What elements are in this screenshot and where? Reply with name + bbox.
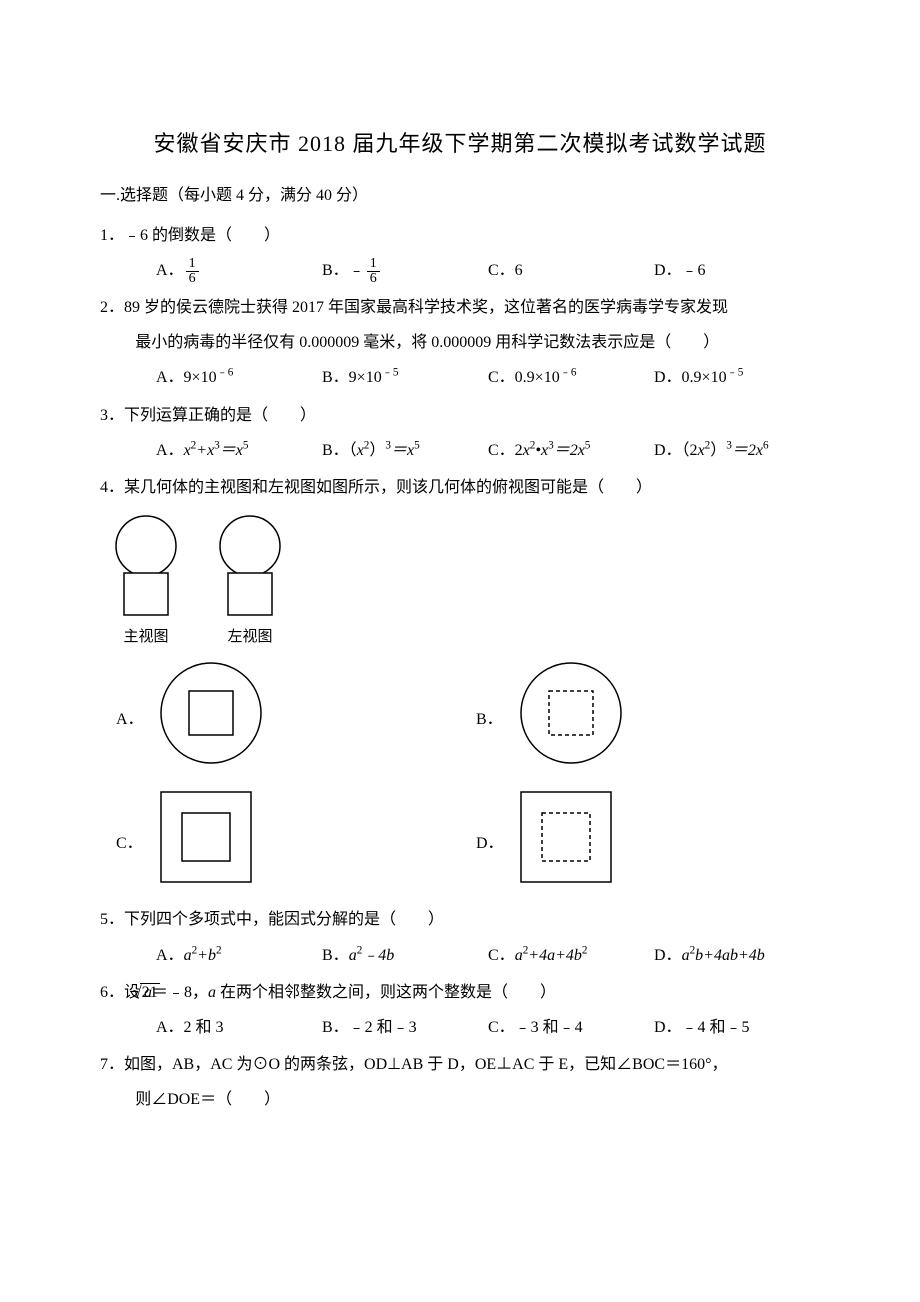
q4-opt-a-figure (156, 658, 316, 781)
q2-opt-c: C．0.9×10﹣6 (488, 360, 654, 395)
question-1: 1．﹣6 的倒数是（ ） A．16 B．﹣16 C．6 D．﹣6 (100, 218, 820, 288)
q5-opt-a: A．a2+b2 (156, 938, 322, 973)
q5-opt-c: C．a2+4a+4b2 (488, 938, 654, 973)
q4-given-views: 主视图 左视图 (106, 511, 820, 654)
q3-stem: 3．下列运算正确的是（ ） (100, 398, 820, 433)
q5-options: A．a2+b2 B．a2﹣4b C．a2+4a+4b2 D．a2b+4ab+4b (100, 938, 820, 973)
question-3: 3．下列运算正确的是（ ） A．x2+x3＝x5 B．（x2）3＝x5 C．2x… (100, 398, 820, 468)
q7-line2: 则∠DOE＝（ ） (100, 1082, 820, 1117)
section-1-heading: 一.选择题（每小题 4 分，满分 40 分） (100, 178, 820, 213)
circle-solid-square-icon (156, 658, 266, 768)
q5-opt-d: D．a2b+4ab+4b (654, 938, 820, 973)
square-dashed-square-icon (516, 787, 616, 887)
q4-opt-b-label: B． (476, 702, 516, 737)
q4-stem: 4．某几何体的主视图和左视图如图所示，则该几何体的俯视图可能是（ ） (100, 470, 820, 505)
q1-opt-a: A．16 (156, 253, 322, 288)
q1-options: A．16 B．﹣16 C．6 D．﹣6 (100, 253, 820, 288)
q2-opt-a: A．9×10﹣6 (156, 360, 322, 395)
q2-line1: 2．89 岁的侯云德院士获得 2017 年国家最高科学技术奖，这位著名的医学病毒… (100, 290, 820, 325)
q1-opt-c: C．6 (488, 253, 654, 288)
question-2: 2．89 岁的侯云德院士获得 2017 年国家最高科学技术奖，这位著名的医学病毒… (100, 290, 820, 396)
q3-opt-c: C．2x2•x3＝2x5 (488, 433, 654, 468)
q2-opt-d: D．0.9×10﹣5 (654, 360, 820, 395)
q4-opt-a-label: A． (116, 702, 156, 737)
q3-opt-b: B．（x2）3＝x5 (322, 433, 488, 468)
q3-opt-a: A．x2+x3＝x5 (156, 433, 322, 468)
q6-opt-d: D．﹣4 和﹣5 (654, 1010, 820, 1045)
page-title: 安徽省安庆市 2018 届九年级下学期第二次模拟考试数学试题 (100, 120, 820, 168)
q7-line1: 7．如图，AB，AC 为⊙O 的两条弦，OD⊥AB 于 D，OE⊥AC 于 E，… (100, 1047, 820, 1082)
q5-opt-b: B．a2﹣4b (322, 938, 488, 973)
q6-options: A．2 和 3 B．﹣2 和﹣3 C．﹣3 和﹣4 D．﹣4 和﹣5 (100, 1010, 820, 1045)
q4-opt-c-label: C． (116, 826, 156, 861)
q1-stem: 1．﹣6 的倒数是（ ） (100, 218, 820, 253)
q6-opt-a: A．2 和 3 (156, 1010, 322, 1045)
q6-stem: 6．设 a＝21﹣8，a 在两个相邻整数之间，则这两个整数是（ ） (100, 975, 820, 1010)
question-7: 7．如图，AB，AC 为⊙O 的两条弦，OD⊥AB 于 D，OE⊥AC 于 E，… (100, 1047, 820, 1117)
left-view-icon (210, 511, 290, 621)
question-6: 6．设 a＝21﹣8，a 在两个相邻整数之间，则这两个整数是（ ） A．2 和 … (100, 975, 820, 1045)
question-4: 4．某几何体的主视图和左视图如图所示，则该几何体的俯视图可能是（ ） 主视图 左… (100, 470, 820, 901)
q1-opt-d: D．﹣6 (654, 253, 820, 288)
q4-opt-d-figure (516, 787, 676, 900)
main-view: 主视图 (106, 511, 186, 654)
exam-page: 安徽省安庆市 2018 届九年级下学期第二次模拟考试数学试题 一.选择题（每小题… (0, 0, 920, 1302)
main-view-icon (106, 511, 186, 621)
q4-opt-c-figure (156, 787, 316, 900)
q6-opt-b: B．﹣2 和﹣3 (322, 1010, 488, 1045)
circle-dashed-square-icon (516, 658, 626, 768)
q2-opt-b: B．9×10﹣5 (322, 360, 488, 395)
q2-options: A．9×10﹣6 B．9×10﹣5 C．0.9×10﹣6 D．0.9×10﹣5 (100, 360, 820, 395)
q4-opt-d-label: D． (476, 826, 516, 861)
q1-opt-b: B．﹣16 (322, 253, 488, 288)
question-5: 5．下列四个多项式中，能因式分解的是（ ） A．a2+b2 B．a2﹣4b C．… (100, 902, 820, 972)
q4-options: A． B． C． (100, 658, 820, 900)
square-solid-square-icon (156, 787, 256, 887)
q4-opt-b-figure (516, 658, 676, 781)
q5-stem: 5．下列四个多项式中，能因式分解的是（ ） (100, 902, 820, 937)
q2-line2: 最小的病毒的半径仅有 0.000009 毫米，将 0.000009 用科学记数法… (100, 325, 820, 360)
q3-options: A．x2+x3＝x5 B．（x2）3＝x5 C．2x2•x3＝2x5 D．（2x… (100, 433, 820, 468)
fraction-icon: 16 (186, 257, 199, 286)
left-view: 左视图 (210, 511, 290, 654)
q6-opt-c: C．﹣3 和﹣4 (488, 1010, 654, 1045)
q3-opt-d: D．（2x2）3＝2x6 (654, 433, 820, 468)
fraction-icon: 16 (367, 257, 380, 286)
